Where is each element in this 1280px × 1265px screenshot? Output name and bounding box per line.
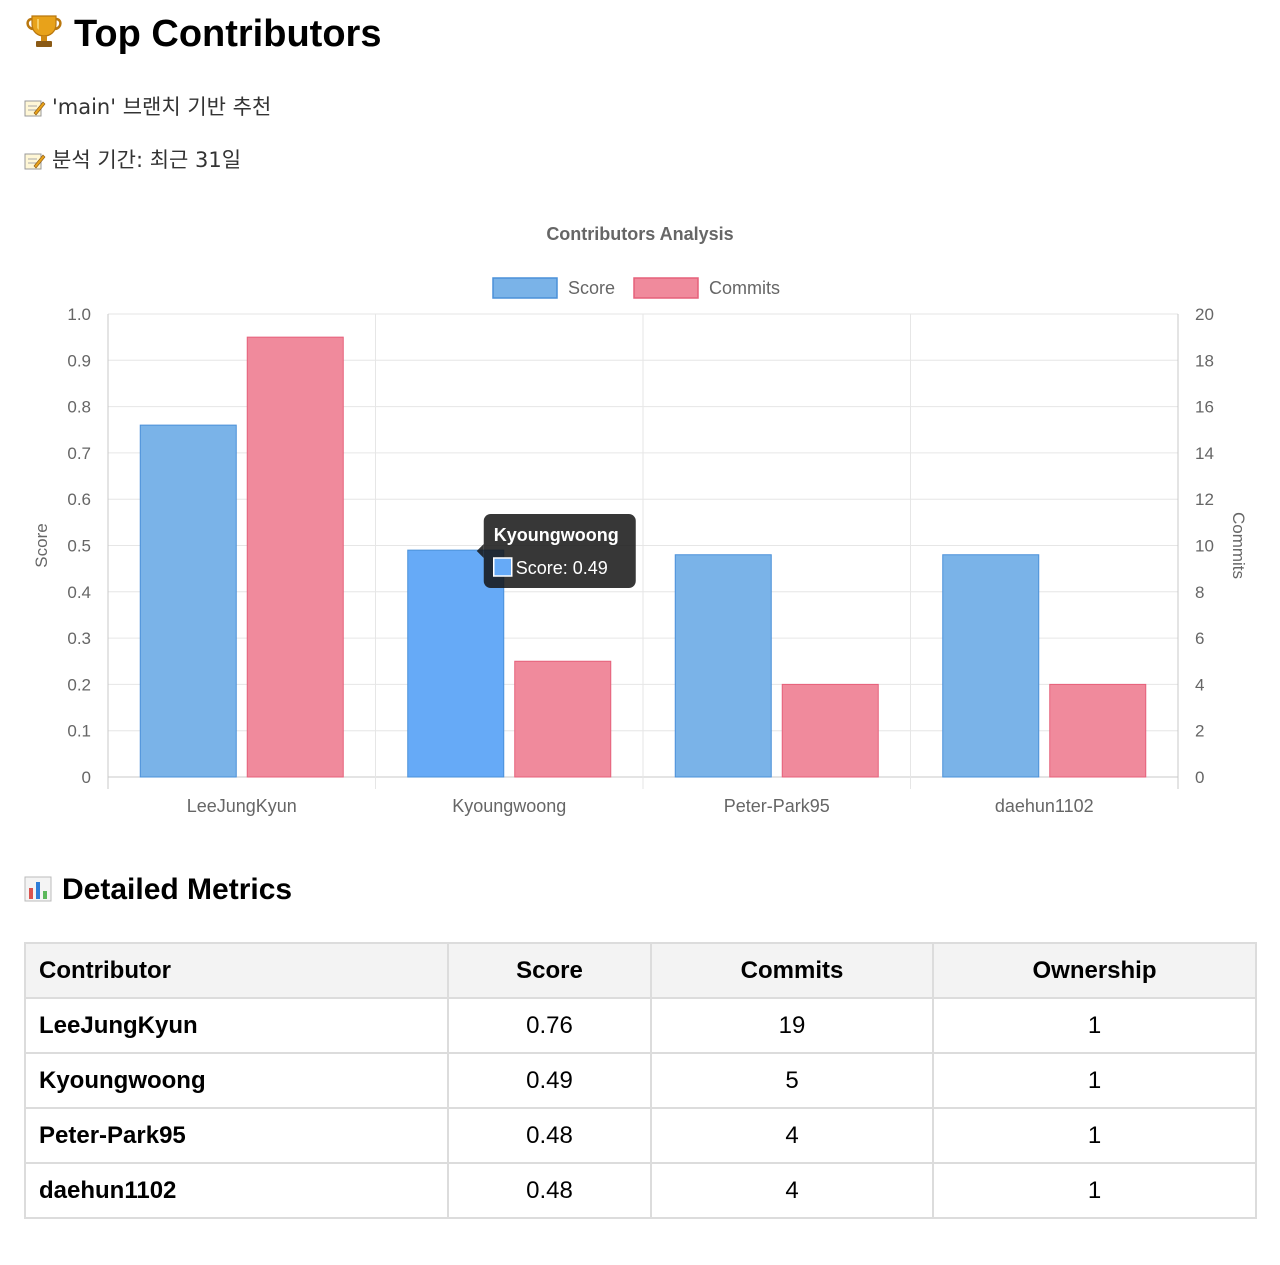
legend-label-commits: Commits xyxy=(709,278,780,298)
tooltip-swatch xyxy=(493,557,513,577)
y-right-tick-label: 2 xyxy=(1195,722,1204,741)
bar-commits xyxy=(246,336,344,778)
y-right-tick-label: 6 xyxy=(1195,629,1204,648)
y-left-tick-label: 0.1 xyxy=(67,722,91,741)
column-header: Ownership xyxy=(932,942,1257,999)
table-row: Kyoungwoong 0.49 5 1 xyxy=(24,1052,1257,1109)
y-right-axis-title: Commits xyxy=(1229,512,1248,579)
y-left-tick-label: 0.2 xyxy=(67,675,91,694)
bar-commits xyxy=(1049,683,1147,778)
y-right-tick-label: 18 xyxy=(1195,351,1214,370)
bar-commits xyxy=(781,683,879,778)
y-left-tick-label: 0.9 xyxy=(67,351,91,370)
table-row: daehun1102 0.48 4 1 xyxy=(24,1162,1257,1219)
tooltip-box xyxy=(483,514,636,588)
period-note-text: 분석 기간: 최근 31일 xyxy=(52,148,242,172)
y-left-tick-label: 0.3 xyxy=(67,629,91,648)
branch-note-text: 'main' 브랜치 기반 추천 xyxy=(52,95,272,119)
column-header: Commits xyxy=(650,942,934,999)
table-row: LeeJungKyun 0.76 19 1 xyxy=(24,997,1257,1054)
y-right-tick-label: 16 xyxy=(1195,398,1214,417)
metrics-title: Detailed Metrics xyxy=(24,870,292,910)
commits-cell: 5 xyxy=(650,1052,934,1109)
contributor-cell: daehun1102 xyxy=(24,1162,449,1219)
column-header: Contributor xyxy=(24,942,449,999)
x-tick-label: LeeJungKyun xyxy=(187,796,297,816)
score-cell: 0.49 xyxy=(447,1052,652,1109)
trophy-icon xyxy=(24,10,64,62)
legend-swatch-score xyxy=(492,277,558,299)
x-tick-label: daehun1102 xyxy=(995,796,1094,816)
page-title-text: Top Contributors xyxy=(74,13,382,55)
bar-commits xyxy=(514,660,612,778)
contributor-cell: LeeJungKyun xyxy=(24,997,449,1054)
score-cell: 0.48 xyxy=(447,1162,652,1219)
y-left-tick-label: 0.6 xyxy=(67,490,91,509)
tooltip-pointer xyxy=(476,544,484,558)
commits-cell: 19 xyxy=(650,997,934,1054)
y-right-tick-label: 14 xyxy=(1195,444,1214,463)
y-right-tick-label: 12 xyxy=(1195,490,1214,509)
table-header-row: Contributor Score Commits Ownership xyxy=(24,942,1257,999)
y-right-tick-label: 4 xyxy=(1195,675,1204,694)
commits-cell: 4 xyxy=(650,1107,934,1164)
y-right-tick-label: 20 xyxy=(1195,305,1214,324)
x-tick-label: Kyoungwoong xyxy=(452,796,566,816)
y-right-tick-label: 10 xyxy=(1195,537,1214,556)
y-left-tick-label: 0 xyxy=(82,768,91,787)
x-tick-label: Peter-Park95 xyxy=(724,796,830,816)
ownership-cell: 1 xyxy=(932,1052,1257,1109)
memo-icon xyxy=(24,149,46,170)
y-left-tick-label: 0.4 xyxy=(67,583,91,602)
bar-score xyxy=(407,549,505,778)
memo-icon xyxy=(24,96,46,117)
chart-title: Contributors Analysis xyxy=(546,224,733,244)
score-cell: 0.48 xyxy=(447,1107,652,1164)
y-left-tick-label: 0.8 xyxy=(67,398,91,417)
y-left-tick-label: 0.7 xyxy=(67,444,91,463)
bar-score xyxy=(942,554,1040,778)
ownership-cell: 1 xyxy=(932,1162,1257,1219)
contributor-cell: Peter-Park95 xyxy=(24,1107,449,1164)
contributor-cell: Kyoungwoong xyxy=(24,1052,449,1109)
y-right-tick-label: 8 xyxy=(1195,583,1204,602)
metrics-table: Contributor Score Commits Ownership LeeJ… xyxy=(24,942,1257,1219)
y-left-tick-label: 0.5 xyxy=(67,537,91,556)
table-row: Peter-Park95 0.48 4 1 xyxy=(24,1107,1257,1164)
metrics-title-text: Detailed Metrics xyxy=(62,873,293,906)
period-note: 분석 기간: 최근 31일 xyxy=(24,146,241,174)
contributors-chart: Contributors Analysis Score Commits 0 0.1 0.2… xyxy=(32,224,1248,816)
tooltip-title: Kyoungwoong xyxy=(494,525,619,545)
score-cell: 0.76 xyxy=(447,997,652,1054)
ownership-cell: 1 xyxy=(932,997,1257,1054)
branch-note: 'main' 브랜치 기반 추천 xyxy=(24,93,271,121)
column-header: Score xyxy=(447,942,652,999)
y-left-tick-label: 1.0 xyxy=(67,305,91,324)
bar-score xyxy=(674,554,772,778)
bar-chart-icon xyxy=(24,873,52,902)
tooltip-label: Score: 0.49 xyxy=(516,558,608,578)
legend-label-score: Score xyxy=(568,278,615,298)
y-right-tick-label: 0 xyxy=(1195,768,1204,787)
y-left-axis-title: Score xyxy=(32,523,51,567)
page-title: Top Contributors xyxy=(24,10,381,62)
ownership-cell: 1 xyxy=(932,1107,1257,1164)
legend-swatch-commits xyxy=(633,277,699,299)
bar-score xyxy=(139,424,237,778)
commits-cell: 4 xyxy=(650,1162,934,1219)
